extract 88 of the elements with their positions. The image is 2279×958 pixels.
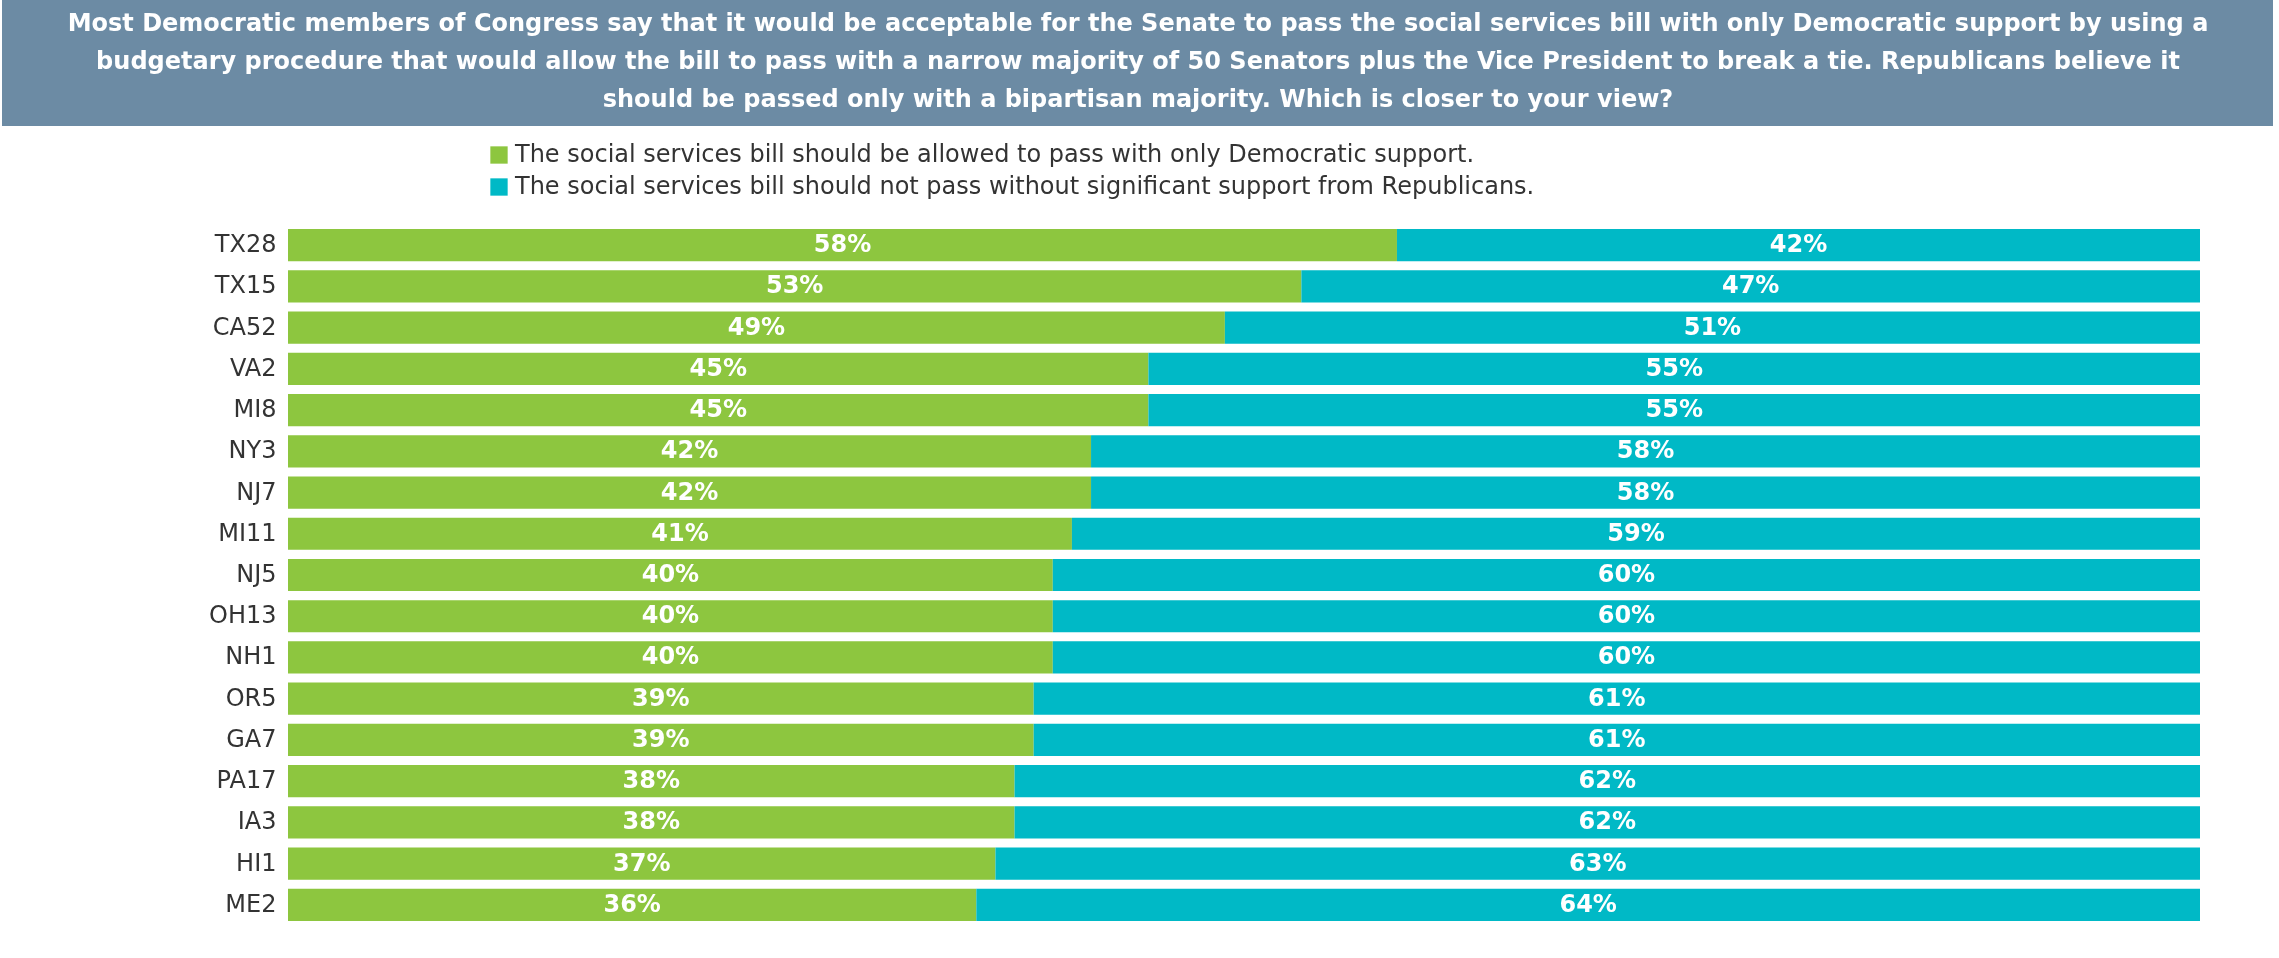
data-label: 38% <box>622 766 681 795</box>
bar <box>288 600 1053 633</box>
bar <box>1224 311 2200 344</box>
bar <box>288 517 1072 550</box>
bar <box>1014 806 2200 839</box>
bar <box>288 558 1053 592</box>
data-label: 58% <box>1616 477 1675 506</box>
y-tick-label: HI1 <box>236 848 277 877</box>
y-tick-label: TX15 <box>213 271 277 300</box>
y-tick-label: IA3 <box>237 807 277 836</box>
y-tick-label: NH1 <box>225 642 277 671</box>
data-label: 53% <box>765 271 824 300</box>
bar <box>288 311 1225 344</box>
y-tick-label: PA17 <box>216 766 277 795</box>
data-label: 37% <box>612 848 671 877</box>
y-tick-label: CA52 <box>212 312 277 341</box>
data-label: 36% <box>603 889 661 918</box>
data-label: 38% <box>622 807 681 836</box>
bar <box>995 847 2200 880</box>
y-tick-label: MI8 <box>233 395 277 424</box>
data-label: 40% <box>641 642 700 671</box>
bar <box>288 394 1149 427</box>
data-label: 60% <box>1597 560 1656 588</box>
data-label: 39% <box>632 724 690 753</box>
y-tick-label: NY3 <box>228 436 277 465</box>
data-label: 45% <box>689 353 747 382</box>
bar <box>288 888 977 921</box>
bar <box>1071 517 2200 550</box>
data-label: 42% <box>660 436 719 465</box>
bar <box>1396 229 2200 262</box>
data-label: 42% <box>1769 230 1828 259</box>
data-label: 58% <box>813 230 872 259</box>
bar <box>288 352 1149 385</box>
bar <box>1091 476 2200 509</box>
data-label: 61% <box>1588 683 1646 712</box>
y-tick-label: MI11 <box>218 518 277 547</box>
bar <box>1091 435 2200 468</box>
chart-title: Most Democratic members of Congress say that it would be acceptable for the Senate to pass the social services bill with only Democratic support by using a budgetary procedure that would allow the bill to pass with a narrow majority of 50 Senators plus the Vice President to break a tie. Republicans believe it should be passed only with a bipartisan majority. Which is closer to your view? <box>67 9 2209 113</box>
bar <box>288 435 1092 468</box>
y-tick-label: ME2 <box>225 889 277 918</box>
data-label: 42% <box>660 477 719 506</box>
data-label: 49% <box>727 312 786 341</box>
legend-label: The social services bill should be allowed to pass with only Democratic support. <box>514 140 1475 168</box>
data-label: 45% <box>689 395 747 424</box>
data-label: 62% <box>1578 807 1637 836</box>
bar <box>288 229 1397 262</box>
bar <box>1052 600 2200 633</box>
bar <box>288 765 1015 798</box>
bar <box>288 641 1053 674</box>
data-label: 58% <box>1616 436 1675 465</box>
data-label: 63% <box>1568 848 1627 877</box>
data-label: 64% <box>1559 889 1617 918</box>
bar <box>288 806 1015 839</box>
bar <box>1052 558 2200 592</box>
data-label: 61% <box>1588 724 1646 753</box>
bar <box>1033 682 2200 715</box>
data-label: 60% <box>1597 642 1656 671</box>
data-label: 41% <box>651 518 709 547</box>
y-tick-label: OR5 <box>225 683 277 712</box>
data-label: 59% <box>1607 518 1665 547</box>
bar <box>288 270 1302 303</box>
data-label: 51% <box>1683 312 1742 341</box>
y-tick-label: VA2 <box>229 353 277 382</box>
bar <box>288 682 1034 715</box>
bar <box>1301 270 2200 303</box>
data-label: 40% <box>641 601 700 630</box>
bar <box>1052 641 2200 674</box>
legend-label: The social services bill should not pass without significant support from Republicans. <box>514 172 1535 200</box>
bar <box>1033 723 2200 756</box>
data-label: 60% <box>1597 601 1656 630</box>
bar <box>288 476 1092 509</box>
data-label: 47% <box>1721 271 1780 300</box>
data-label: 55% <box>1645 395 1703 424</box>
y-tick-label: NJ7 <box>236 477 277 506</box>
data-label: 55% <box>1645 353 1703 382</box>
y-tick-label: OH13 <box>209 601 277 630</box>
y-tick-label: NJ5 <box>236 560 277 588</box>
y-tick-label: GA7 <box>226 724 277 753</box>
y-tick-label: TX28 <box>213 230 277 259</box>
bar <box>1014 765 2200 798</box>
bar <box>1148 394 2200 427</box>
data-label: 62% <box>1578 766 1637 795</box>
bar <box>1148 352 2200 385</box>
bar <box>288 723 1034 756</box>
bar <box>976 888 2200 921</box>
bar <box>288 847 996 880</box>
data-label: 39% <box>632 683 690 712</box>
data-label: 40% <box>641 560 700 588</box>
